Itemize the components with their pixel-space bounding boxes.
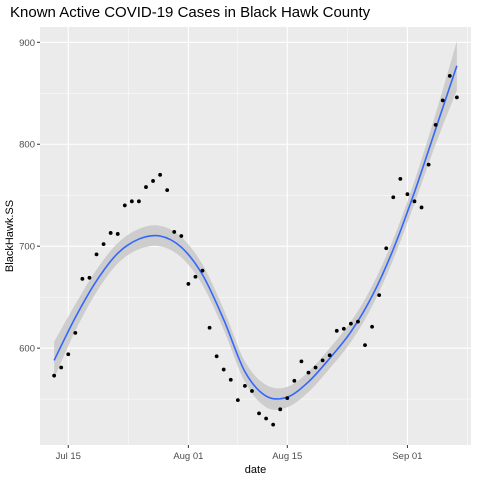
- data-point: [144, 185, 148, 189]
- data-point: [194, 275, 198, 279]
- x-tick-label: Aug 01: [173, 451, 203, 462]
- y-tick-label: 600: [19, 344, 35, 355]
- data-point: [165, 188, 169, 192]
- x-tick-label: Sep 01: [392, 451, 422, 462]
- data-point: [172, 230, 176, 234]
- data-point: [80, 277, 84, 281]
- data-point: [356, 320, 360, 324]
- data-point: [349, 322, 353, 326]
- x-tick-label: Aug 15: [272, 451, 302, 462]
- y-axis-title: BlackHawk.SS: [4, 200, 16, 272]
- data-point: [250, 389, 254, 393]
- data-point: [229, 378, 233, 382]
- data-point: [123, 204, 127, 208]
- data-point: [271, 423, 275, 427]
- data-point: [335, 329, 339, 333]
- data-point: [52, 374, 56, 378]
- data-point: [208, 326, 212, 330]
- data-point: [151, 179, 155, 183]
- data-point: [264, 417, 268, 421]
- data-point: [342, 327, 346, 331]
- data-point: [370, 325, 374, 329]
- data-point: [222, 368, 226, 372]
- data-point: [391, 195, 395, 199]
- data-point: [109, 231, 113, 235]
- data-point: [285, 396, 289, 400]
- data-point: [307, 371, 311, 375]
- data-point: [384, 246, 388, 250]
- data-point: [66, 352, 70, 356]
- data-point: [73, 331, 77, 335]
- data-point: [130, 199, 134, 203]
- chart-title: Known Active COVID-19 Cases in Black Haw…: [10, 4, 371, 21]
- data-point: [215, 354, 219, 358]
- data-point: [236, 398, 240, 402]
- y-tick-label: 800: [19, 140, 35, 151]
- data-point: [278, 407, 282, 411]
- data-point: [257, 411, 261, 415]
- data-point: [448, 74, 452, 78]
- data-point: [243, 384, 247, 388]
- data-point: [398, 177, 402, 181]
- data-point: [137, 199, 141, 203]
- data-point: [441, 99, 445, 103]
- data-point: [292, 379, 296, 383]
- y-tick-label: 900: [19, 38, 35, 49]
- data-point: [186, 282, 190, 286]
- data-point: [88, 276, 92, 280]
- data-point: [363, 343, 367, 347]
- data-point: [455, 95, 459, 99]
- data-point: [420, 206, 424, 210]
- data-point: [406, 192, 410, 196]
- data-point: [179, 234, 183, 238]
- data-point: [116, 232, 120, 236]
- data-point: [95, 252, 99, 256]
- data-point: [300, 360, 304, 364]
- y-tick-label: 700: [19, 242, 35, 253]
- data-point: [59, 366, 63, 370]
- data-point: [328, 353, 332, 357]
- x-axis-title: date: [245, 464, 266, 476]
- data-point: [201, 269, 205, 273]
- data-point: [158, 173, 162, 177]
- data-point: [102, 242, 106, 246]
- data-point: [427, 163, 431, 167]
- data-point: [413, 199, 417, 203]
- x-tick-label: Jul 15: [56, 451, 81, 462]
- data-point: [314, 366, 318, 370]
- data-point: [321, 358, 325, 362]
- data-point: [434, 123, 438, 127]
- data-point: [377, 293, 381, 297]
